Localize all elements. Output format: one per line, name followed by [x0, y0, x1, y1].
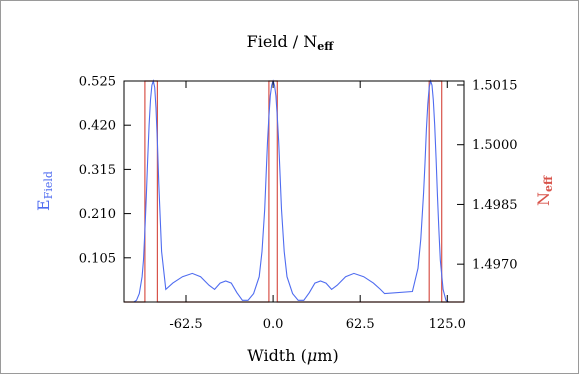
x-tick-label: -62.5 — [169, 317, 202, 332]
plot-frame — [123, 80, 465, 303]
plot-area — [124, 78, 464, 303]
y-left-tick-label: 0.525 — [79, 75, 116, 90]
x-axis-label: Width (μm) — [247, 346, 338, 365]
y-left-tick-label: 0.105 — [79, 251, 116, 266]
x-tick-label: 0.0 — [263, 317, 284, 332]
y-left-tick-label: 0.420 — [79, 119, 116, 134]
y-axis-right-label: Neff — [534, 175, 555, 206]
x-tick-label: 125.0 — [429, 317, 466, 332]
y-right-tick-label: 1.5000 — [472, 138, 518, 153]
x-tick-label: 62.5 — [346, 317, 375, 332]
y-axis-left-label: EField — [34, 171, 55, 211]
neff-profile-line — [124, 80, 464, 303]
y-right-tick-label: 1.4970 — [472, 258, 518, 273]
chart-title: Field / Neff — [247, 32, 335, 53]
y-right-tick-label: 1.4985 — [472, 198, 518, 213]
y-left-tick-label: 0.315 — [79, 163, 116, 178]
y-left-tick-label: 0.210 — [79, 207, 116, 222]
axes: -62.5 0.0 62.5 125.0 0.105 0.210 0.315 0.420 0.5… — [79, 75, 518, 333]
y-right-tick-label: 1.5015 — [472, 78, 518, 93]
field-curve-line — [124, 78, 464, 303]
